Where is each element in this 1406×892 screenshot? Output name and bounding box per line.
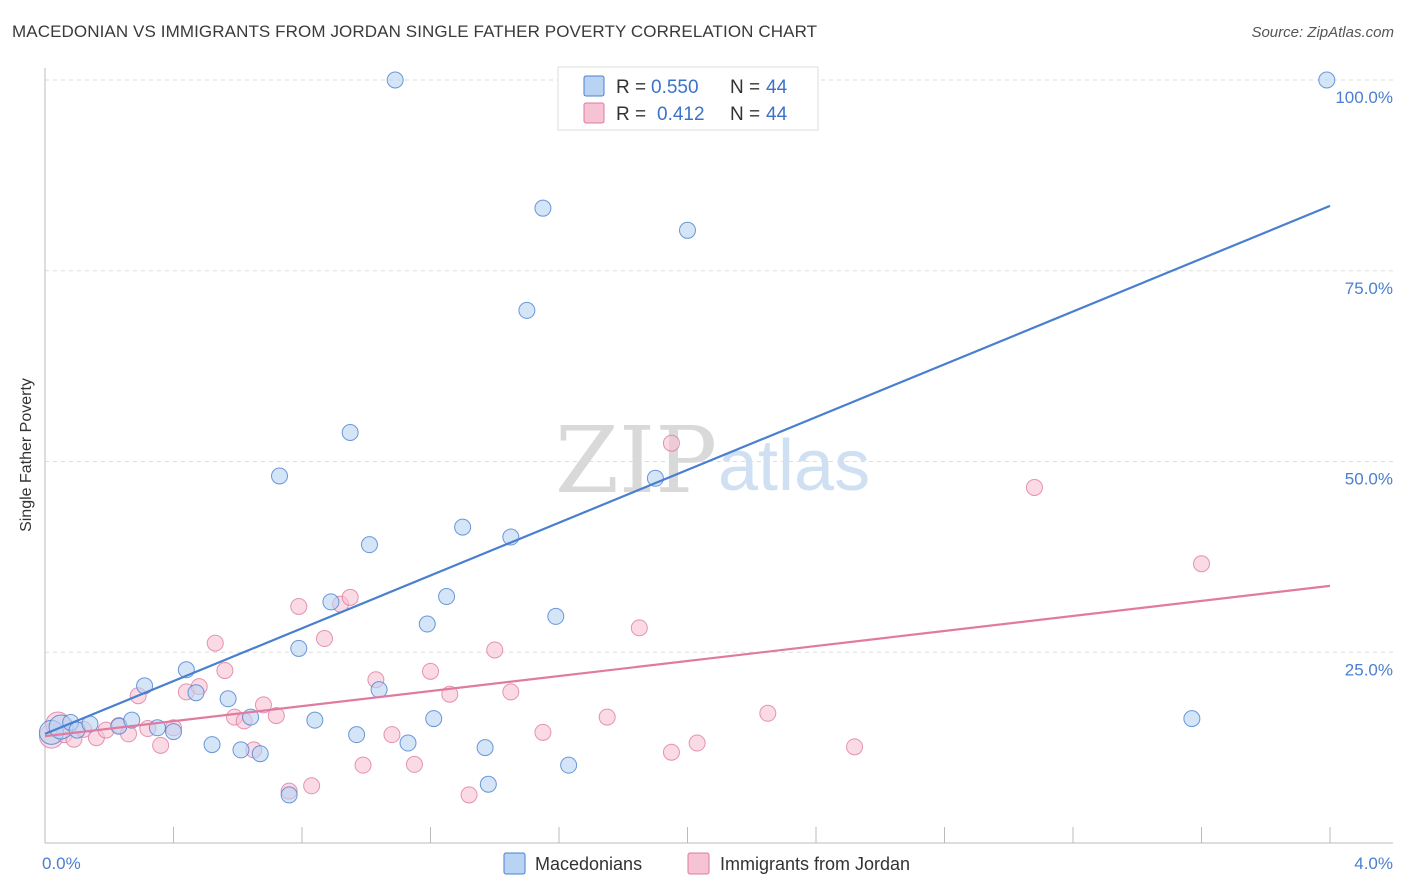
macedonians-point-28 — [418, 615, 436, 633]
macedonians-point-31 — [454, 518, 472, 536]
macedonians-point-6 — [123, 711, 141, 729]
macedonians-point-30 — [438, 588, 456, 606]
grid-lines — [45, 79, 1395, 653]
axes — [44, 68, 1393, 844]
macedonians-point-9 — [165, 723, 182, 741]
macedonians-point-20 — [306, 711, 324, 729]
legend-n-label-2: N = — [730, 104, 760, 125]
macedonians-point-24 — [360, 536, 378, 554]
jordan-point-40 — [688, 734, 706, 752]
jordan-point-45 — [662, 434, 680, 452]
macedonians-point-38 — [560, 756, 578, 774]
macedonians-point-29 — [425, 710, 443, 728]
macedonians-point-33 — [479, 775, 497, 793]
macedonians-point-26 — [386, 71, 404, 89]
jordan-point-31 — [405, 755, 423, 773]
legend-swatch-jordan — [583, 102, 605, 124]
macedonians-point-40 — [679, 221, 696, 239]
jordan-point-11 — [152, 736, 170, 754]
watermark-atlas: atlas — [718, 426, 870, 506]
macedonians-point-32 — [476, 739, 494, 757]
chart-title: MACEDONIAN VS IMMIGRANTS FROM JORDAN SIN… — [12, 22, 818, 41]
legend-n-value-2: 44 — [766, 104, 788, 125]
macedonians-point-23 — [348, 726, 366, 744]
macedonians-point-27 — [399, 734, 417, 752]
series-legend: Macedonians Immigrants from Jordan — [503, 852, 910, 875]
trend-lines — [44, 204, 1331, 738]
watermark-zip: ZIP — [555, 407, 717, 514]
y-tick-label-2: 50.0% — [1345, 470, 1393, 489]
jordan-point-28 — [354, 756, 372, 774]
x-tick-label-0: 0.0% — [42, 854, 81, 873]
jordan-point-38 — [598, 708, 616, 726]
jordan-point-41 — [759, 704, 777, 722]
jordan-point-46 — [630, 619, 648, 637]
macedonians-point-16 — [251, 745, 269, 763]
jordan-point-24 — [303, 777, 321, 795]
y-tick-label-1: 75.0% — [1345, 279, 1393, 298]
macedonians-point-11 — [187, 684, 205, 702]
macedonians-point-21 — [322, 593, 340, 611]
jordan-point-42 — [846, 738, 864, 756]
bottom-legend-label-jordan: Immigrants from Jordan — [720, 854, 910, 874]
jordan-point-34 — [460, 786, 478, 804]
jordan-point-39 — [662, 743, 680, 761]
trend-line-macedonians — [44, 204, 1331, 735]
jordan-point-30 — [383, 726, 401, 744]
jordan-point-43 — [1025, 478, 1043, 496]
macedonians-point-17 — [271, 467, 289, 485]
jordan-point-35 — [486, 641, 504, 659]
macedonians-point-14 — [232, 741, 250, 759]
macedonians-point-25 — [370, 681, 388, 699]
y-tick-label-3: 25.0% — [1345, 660, 1393, 679]
jordan-point-23 — [290, 597, 308, 615]
macedonians-point-36 — [534, 199, 552, 217]
macedonians-point-12 — [203, 736, 221, 754]
macedonians-point-18 — [280, 786, 298, 804]
y-tick-label-0: 100.0% — [1335, 88, 1393, 107]
macedonians-point-13 — [219, 690, 237, 708]
trend-line-jordan — [44, 584, 1331, 738]
tick-labels: 100.0% 75.0% 50.0% 25.0% 0.0% 4.0% — [42, 88, 1393, 873]
bottom-legend-swatch-jordan — [687, 852, 710, 875]
legend-r-value-1: 0.550 — [651, 77, 699, 98]
source-credit: Source: ZipAtlas.com — [1251, 24, 1394, 41]
jordan-point-36 — [502, 683, 520, 701]
jordan-point-37 — [534, 723, 552, 741]
jordan-point-16 — [216, 662, 234, 680]
x-tick-label-1: 4.0% — [1354, 854, 1393, 873]
macedonians-point-35 — [518, 301, 536, 319]
legend-r-label-1: R = — [616, 77, 646, 98]
macedonians-point-19 — [290, 639, 308, 657]
correlation-legend: R = 0.550 N = 44 R = 0.412 N = 44 — [557, 66, 819, 131]
jordan-point-15 — [206, 634, 224, 652]
bottom-legend-label-macedonians: Macedonians — [535, 854, 642, 874]
legend-r-value-2: 0.412 — [657, 104, 705, 125]
jordan-point-27 — [341, 588, 359, 606]
macedonians-point-37 — [547, 607, 565, 625]
macedonians-point-22 — [341, 424, 359, 442]
watermark: ZIP atlas — [555, 407, 870, 514]
jordan-point-21 — [267, 707, 285, 725]
legend-n-value-1: 44 — [766, 77, 788, 98]
legend-swatch-macedonians — [583, 75, 605, 97]
bottom-legend-swatch-macedonians — [503, 852, 526, 875]
macedonians-point-42 — [1183, 710, 1201, 728]
legend-r-label-2: R = — [616, 104, 646, 125]
legend-n-label-1: N = — [730, 77, 760, 98]
macedonians-point-43 — [1318, 71, 1336, 89]
jordan-point-25 — [315, 630, 333, 648]
jordan-point-44 — [1193, 555, 1210, 573]
jordan-point-20 — [254, 696, 272, 714]
jordan-point-32 — [422, 662, 439, 680]
